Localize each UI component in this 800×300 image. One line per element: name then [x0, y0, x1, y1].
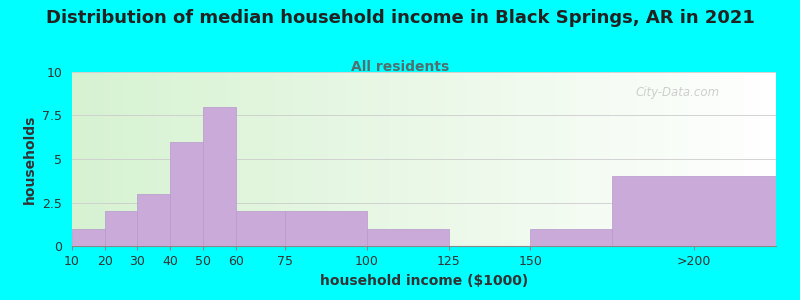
Bar	[612, 176, 776, 246]
Bar	[236, 211, 285, 246]
Bar	[170, 142, 203, 246]
Bar	[138, 194, 170, 246]
Bar	[105, 211, 138, 246]
Bar	[366, 229, 449, 246]
Y-axis label: households: households	[22, 114, 37, 204]
Text: Distribution of median household income in Black Springs, AR in 2021: Distribution of median household income …	[46, 9, 754, 27]
Bar	[530, 229, 612, 246]
Bar	[203, 107, 236, 246]
Text: All residents: All residents	[351, 60, 449, 74]
Bar	[72, 229, 105, 246]
Text: City-Data.com: City-Data.com	[635, 86, 719, 99]
Bar	[285, 211, 366, 246]
X-axis label: household income ($1000): household income ($1000)	[320, 274, 528, 288]
